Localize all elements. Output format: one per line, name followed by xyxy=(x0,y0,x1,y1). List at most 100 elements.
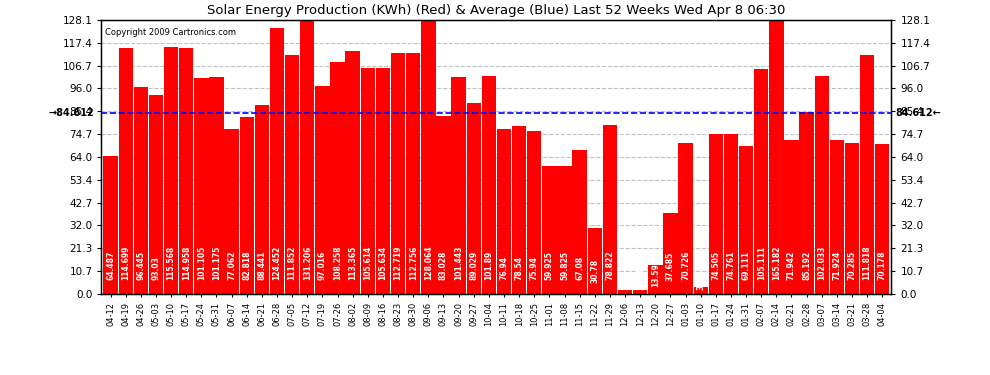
Bar xyxy=(148,95,163,294)
Text: 93.03: 93.03 xyxy=(151,256,160,280)
Bar xyxy=(769,0,783,294)
Bar xyxy=(285,54,299,294)
Bar xyxy=(179,48,193,294)
Text: 105.634: 105.634 xyxy=(378,246,387,280)
Bar xyxy=(633,291,647,294)
Bar xyxy=(543,166,556,294)
Text: 78.822: 78.822 xyxy=(606,251,615,280)
Text: 111.818: 111.818 xyxy=(862,245,871,280)
Bar xyxy=(466,104,481,294)
Text: 71.924: 71.924 xyxy=(833,251,841,280)
Bar xyxy=(482,76,496,294)
Text: 84.612←: 84.612← xyxy=(896,108,941,118)
Text: 30.78: 30.78 xyxy=(590,259,599,283)
Text: 112.756: 112.756 xyxy=(409,246,418,280)
Text: 108.258: 108.258 xyxy=(333,246,343,280)
Text: 114.958: 114.958 xyxy=(182,246,191,280)
Bar xyxy=(134,87,148,294)
Title: Solar Energy Production (KWh) (Red) & Average (Blue) Last 52 Weeks Wed Apr 8 06:: Solar Energy Production (KWh) (Red) & Av… xyxy=(207,4,786,17)
Text: 114.699: 114.699 xyxy=(121,246,131,280)
Text: 83.028: 83.028 xyxy=(439,251,447,280)
Text: →84.612: →84.612 xyxy=(49,108,94,118)
Bar xyxy=(678,142,693,294)
Bar xyxy=(557,166,571,294)
Text: 85.192: 85.192 xyxy=(802,251,811,280)
Bar xyxy=(240,117,254,294)
Bar xyxy=(421,20,436,294)
Bar xyxy=(164,46,178,294)
Text: 78.54: 78.54 xyxy=(515,256,524,280)
Bar xyxy=(103,156,118,294)
Bar xyxy=(194,78,209,294)
Bar xyxy=(254,105,269,294)
Bar xyxy=(300,13,315,294)
Text: 101.443: 101.443 xyxy=(454,246,463,280)
Bar xyxy=(331,62,345,294)
Text: 75.94: 75.94 xyxy=(530,256,539,280)
Text: 70.285: 70.285 xyxy=(847,251,856,280)
Text: 97.016: 97.016 xyxy=(318,251,327,280)
Text: 1.638: 1.638 xyxy=(636,266,644,290)
Bar xyxy=(800,112,814,294)
Text: 96.445: 96.445 xyxy=(137,251,146,280)
Text: 89.029: 89.029 xyxy=(469,251,478,280)
Bar xyxy=(663,213,677,294)
Bar xyxy=(497,129,511,294)
Bar xyxy=(739,146,753,294)
Text: 67.08: 67.08 xyxy=(575,256,584,280)
Text: 69.111: 69.111 xyxy=(742,251,750,280)
Text: 70.178: 70.178 xyxy=(878,251,887,280)
Text: 76.94: 76.94 xyxy=(500,256,509,280)
Text: 59.825: 59.825 xyxy=(560,251,569,280)
Text: 102.033: 102.033 xyxy=(818,246,827,280)
Text: 59.925: 59.925 xyxy=(544,251,553,280)
Bar xyxy=(512,126,527,294)
Bar xyxy=(209,77,224,294)
Text: 74.761: 74.761 xyxy=(727,251,736,280)
Text: 70.726: 70.726 xyxy=(681,251,690,280)
Text: 101.89: 101.89 xyxy=(484,251,493,280)
Text: 113.365: 113.365 xyxy=(348,246,357,280)
Bar xyxy=(694,286,708,294)
Bar xyxy=(437,116,450,294)
Text: 115.568: 115.568 xyxy=(166,246,175,280)
Bar xyxy=(588,228,602,294)
Text: 3.45: 3.45 xyxy=(696,272,705,290)
Text: 105.111: 105.111 xyxy=(756,246,765,280)
Bar xyxy=(346,51,360,294)
Bar xyxy=(815,75,829,294)
Text: 88.441: 88.441 xyxy=(257,251,266,280)
Bar xyxy=(360,68,375,294)
Bar xyxy=(830,140,844,294)
Bar xyxy=(844,144,859,294)
Text: 71.942: 71.942 xyxy=(787,251,796,280)
Bar xyxy=(860,55,874,294)
Text: 74.505: 74.505 xyxy=(712,251,721,280)
Text: 105.614: 105.614 xyxy=(363,246,372,280)
Bar xyxy=(724,134,739,294)
Bar xyxy=(406,53,421,294)
Bar xyxy=(119,48,133,294)
Bar xyxy=(603,125,617,294)
Bar xyxy=(391,53,405,294)
Bar xyxy=(315,86,330,294)
Text: 101.175: 101.175 xyxy=(212,246,221,280)
Text: 64.487: 64.487 xyxy=(106,251,115,280)
Bar xyxy=(754,69,768,294)
Bar xyxy=(875,144,889,294)
Text: Copyright 2009 Cartronics.com: Copyright 2009 Cartronics.com xyxy=(106,28,237,37)
Text: 111.852: 111.852 xyxy=(288,246,297,280)
Bar xyxy=(618,290,633,294)
Text: 77.062: 77.062 xyxy=(227,251,237,280)
Text: 37.685: 37.685 xyxy=(666,252,675,281)
Bar xyxy=(527,131,542,294)
Bar xyxy=(376,68,390,294)
Text: 101.105: 101.105 xyxy=(197,246,206,280)
Text: 82.818: 82.818 xyxy=(243,251,251,280)
Bar xyxy=(451,77,465,294)
Text: 128.064: 128.064 xyxy=(424,246,433,280)
Text: 1.65: 1.65 xyxy=(621,272,630,290)
Bar xyxy=(784,140,799,294)
Bar xyxy=(709,135,723,294)
Bar xyxy=(648,265,662,294)
